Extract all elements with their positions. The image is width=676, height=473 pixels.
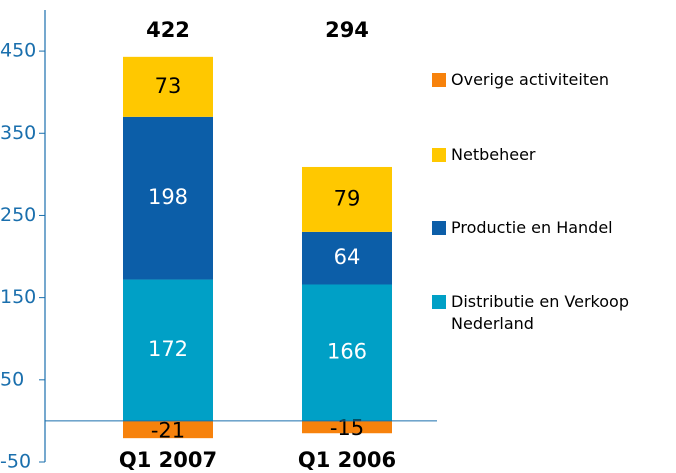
total-label: 294 — [325, 18, 369, 42]
bar-segment — [302, 284, 392, 421]
value-label: 198 — [148, 185, 188, 209]
legend-swatch — [432, 73, 446, 87]
bar-segment — [123, 116, 213, 280]
bar-segment — [123, 56, 213, 117]
legend-label: Distributie en Verkoop Nederland — [451, 292, 629, 333]
legend-swatch — [432, 295, 446, 309]
legend-label: Netbeheer — [451, 145, 536, 164]
legend-swatch — [432, 148, 446, 162]
legend-swatch — [432, 221, 446, 235]
y-tick-label: 50 — [0, 368, 24, 390]
value-label: 79 — [334, 186, 361, 210]
x-tick-label: Q1 2007 — [119, 448, 217, 472]
x-tick-label: Q1 2006 — [298, 448, 396, 472]
y-tick-label: 150 — [0, 286, 36, 308]
y-tick-label: 250 — [0, 204, 36, 226]
y-tick-label: 450 — [0, 40, 36, 62]
y-tick-label: -50 — [0, 451, 31, 473]
bar-segment — [302, 166, 392, 232]
legend-label: Productie en Handel — [451, 218, 613, 237]
bar-segment — [302, 231, 392, 285]
value-label: 172 — [148, 337, 188, 361]
bar-segment — [302, 420, 392, 434]
value-label: 64 — [334, 245, 361, 269]
y-tick-label: 350 — [0, 122, 36, 144]
value-label: 166 — [327, 340, 367, 364]
value-label: -21 — [151, 419, 185, 443]
value-label: 73 — [155, 74, 182, 98]
bar-segment — [123, 420, 213, 439]
total-label: 422 — [146, 18, 190, 42]
bar-segment — [123, 279, 213, 421]
value-label: -15 — [330, 416, 364, 440]
legend-label: Overige activiteiten — [451, 70, 610, 89]
